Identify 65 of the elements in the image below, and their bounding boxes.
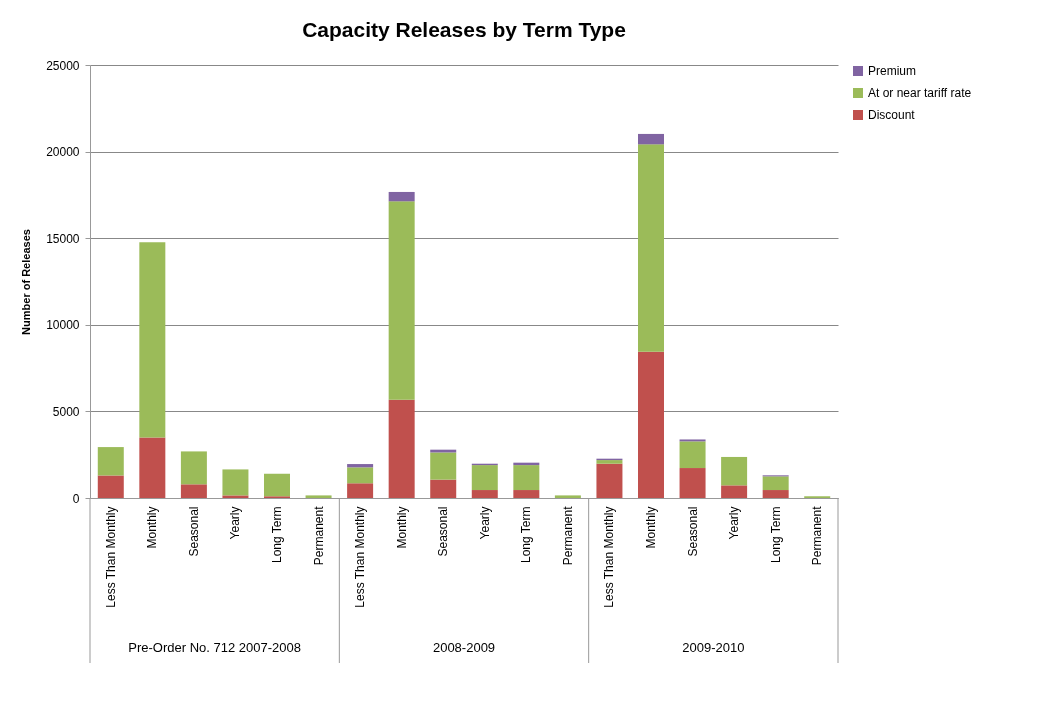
- bar: [430, 479, 457, 498]
- bar: [347, 467, 374, 484]
- bar: [139, 242, 166, 438]
- bar: [638, 133, 664, 145]
- x-tick-label: Seasonal: [436, 506, 451, 557]
- x-tick-label: Permanent: [560, 505, 575, 566]
- bar: [139, 437, 166, 498]
- bar: [762, 490, 789, 498]
- bar: [554, 495, 581, 498]
- legend-label: Discount: [868, 108, 916, 122]
- chart-title: Capacity Releases by Term Type: [302, 18, 626, 41]
- bar: [97, 475, 124, 498]
- bar: [388, 201, 415, 400]
- bar: [638, 144, 664, 352]
- bar: [638, 351, 664, 498]
- x-tick-label: Long Term: [519, 506, 534, 563]
- x-tick-label: Long Term: [270, 506, 284, 563]
- x-tick-label: Monthly: [394, 506, 409, 549]
- bar: [180, 484, 207, 498]
- bar: [347, 464, 374, 468]
- y-axis-title: Number of Releases: [20, 229, 33, 335]
- x-tick-label: Seasonal: [186, 506, 201, 557]
- bar: [721, 456, 748, 486]
- x-tick-label: Seasonal: [685, 506, 700, 557]
- bar: [180, 451, 207, 485]
- legend-label: Premium: [868, 64, 917, 78]
- bar: [264, 473, 290, 497]
- bar: [679, 468, 706, 498]
- x-tick-label: Less Than Monthly: [602, 506, 617, 608]
- y-tick-label: 10000: [46, 318, 80, 333]
- x-tick-label: Long Term: [768, 506, 783, 563]
- y-tick-label: 20000: [46, 145, 80, 160]
- text: 2008-2009: [432, 640, 496, 655]
- x-tick-label: Yearly: [228, 506, 243, 540]
- text: 2009-2010: [682, 640, 745, 655]
- x-tick-label: Monthly: [644, 506, 658, 549]
- bar: [222, 469, 249, 496]
- bar: [347, 483, 374, 498]
- x-tick-label: Monthly: [145, 506, 160, 549]
- bar: [305, 495, 332, 498]
- bar: [471, 465, 498, 491]
- y-tick-label: 5000: [52, 404, 80, 419]
- legend-label: At or near tariff rate: [868, 86, 972, 100]
- bar: [679, 441, 706, 469]
- bar: [97, 447, 124, 476]
- x-tick-label: Yearly: [727, 506, 742, 540]
- text: Pre-Order No. 712 2007-2008: [128, 640, 302, 655]
- bar: [430, 452, 457, 480]
- x-tick-label: Permanent: [311, 505, 326, 566]
- bar: [762, 476, 789, 491]
- bar: [388, 191, 415, 202]
- bar: [721, 485, 748, 498]
- bar: [388, 399, 415, 498]
- bar: [222, 495, 249, 498]
- y-tick-label: 25000: [46, 58, 80, 73]
- x-tick-label: Yearly: [477, 506, 492, 540]
- y-tick-label: 0: [72, 491, 80, 506]
- bar: [471, 490, 498, 498]
- x-tick-label: Less Than Monthly: [103, 506, 118, 608]
- x-tick-label: Permanent: [810, 505, 825, 566]
- bar: [513, 465, 540, 491]
- bar: [513, 490, 540, 498]
- bar: [596, 463, 623, 498]
- y-tick-label: 15000: [46, 231, 80, 246]
- x-tick-label: Less Than Monthly: [353, 506, 368, 608]
